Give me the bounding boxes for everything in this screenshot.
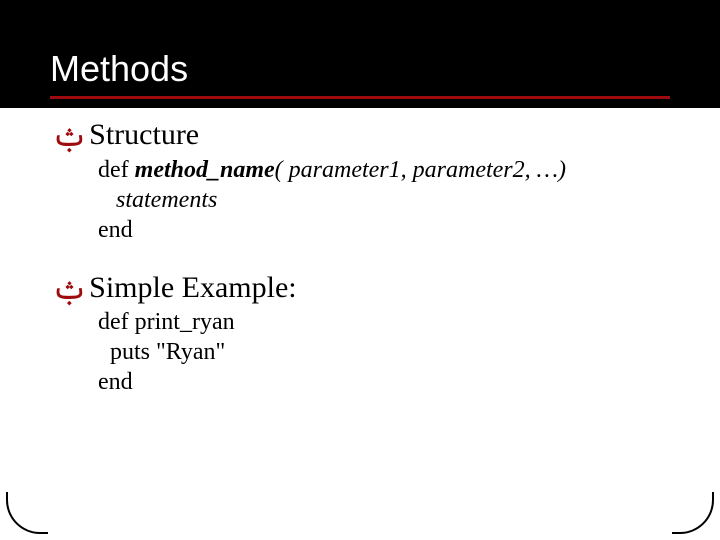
bullet-example: ݑ Simple Example: [52, 271, 672, 306]
example-line-1: def print_ryan [98, 307, 672, 337]
structure-line-2: statements [98, 185, 672, 215]
bullet-structure: ݑ Structure [52, 118, 672, 153]
title-underline [50, 96, 670, 99]
bullet-icon: ݑ [52, 275, 87, 305]
bullet-text: Structure [89, 118, 199, 153]
corner-bottom-right [672, 492, 714, 534]
bullet-text: Simple Example: [89, 271, 296, 306]
example-line-2: puts "Ryan" [98, 337, 672, 367]
statements: statements [116, 187, 217, 213]
puts-line: puts "Ryan" [110, 339, 225, 365]
bullet-icon: ݑ [52, 122, 87, 152]
example-line-3: end [98, 367, 672, 397]
method-name: method_name [135, 157, 275, 183]
structure-line-3: end [98, 215, 672, 245]
def-keyword: def [98, 157, 135, 183]
slide-body: ݑ Structure def method_name( parameter1,… [52, 118, 672, 397]
slide-title: Methods [50, 48, 188, 90]
slide: Methods ݑ Structure def method_name( par… [0, 0, 720, 540]
structure-line-1: def method_name( parameter1, parameter2,… [98, 155, 672, 185]
corner-bottom-left [6, 492, 48, 534]
spacer [52, 245, 672, 271]
params: ( parameter1, parameter2, …) [275, 157, 566, 183]
